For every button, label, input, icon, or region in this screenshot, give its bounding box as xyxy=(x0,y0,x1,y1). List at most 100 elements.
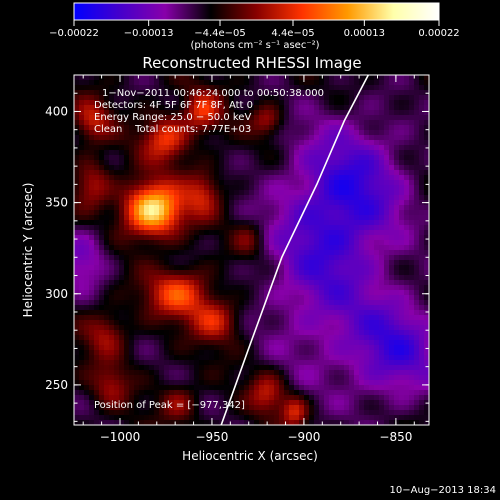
heatmap-cell xyxy=(179,320,185,326)
heatmap-cell xyxy=(139,225,145,231)
heatmap-cell xyxy=(244,90,250,96)
heatmap-cell xyxy=(229,310,235,316)
heatmap-cell xyxy=(74,265,80,271)
heatmap-cell xyxy=(119,280,125,286)
heatmap-cell xyxy=(349,170,355,176)
heatmap-cell xyxy=(389,300,395,306)
heatmap-cell xyxy=(409,255,415,261)
heatmap-cell xyxy=(339,260,345,266)
heatmap-cell xyxy=(159,360,165,366)
heatmap-cell xyxy=(404,250,410,256)
heatmap-cell xyxy=(314,390,320,396)
heatmap-cell xyxy=(284,280,290,286)
heatmap-cell xyxy=(274,195,280,201)
heatmap-cell xyxy=(169,230,175,236)
heatmap-cell xyxy=(374,340,380,346)
heatmap-cell xyxy=(109,260,115,266)
heatmap-cell xyxy=(394,195,400,201)
heatmap-cell xyxy=(149,195,155,201)
heatmap-cell xyxy=(364,340,370,346)
heatmap-cell xyxy=(424,150,429,156)
heatmap-cell xyxy=(239,270,245,276)
heatmap-cell xyxy=(304,325,310,331)
heatmap-cell xyxy=(179,235,185,241)
heatmap-cell xyxy=(394,420,400,425)
heatmap-cell xyxy=(174,375,180,381)
heatmap-cell xyxy=(119,80,125,86)
heatmap-cell xyxy=(249,125,255,131)
heatmap-cell xyxy=(339,305,345,311)
heatmap-cell xyxy=(294,280,300,286)
heatmap-cell xyxy=(214,365,220,371)
heatmap-cell xyxy=(254,340,260,346)
heatmap-cell xyxy=(329,370,335,376)
heatmap-cell xyxy=(174,385,180,391)
heatmap-cell xyxy=(194,95,200,101)
heatmap-cell xyxy=(209,130,215,136)
heatmap-cell xyxy=(344,170,350,176)
heatmap-cell xyxy=(364,325,370,331)
heatmap-cell xyxy=(149,300,155,306)
heatmap-cell xyxy=(94,375,100,381)
heatmap-cell xyxy=(254,225,260,231)
heatmap-cell xyxy=(214,150,220,156)
heatmap-cell xyxy=(199,205,205,211)
heatmap-cell xyxy=(414,330,420,336)
heatmap-cell xyxy=(284,305,290,311)
heatmap-cell xyxy=(344,355,350,361)
heatmap-cell xyxy=(129,405,135,411)
heatmap-cell xyxy=(419,80,425,86)
heatmap-cell xyxy=(314,355,320,361)
heatmap-cell xyxy=(254,270,260,276)
heatmap-cell xyxy=(409,145,415,151)
heatmap-cell xyxy=(114,90,120,96)
heatmap-cell xyxy=(114,260,120,266)
heatmap-cell xyxy=(404,135,410,141)
heatmap-cell xyxy=(359,375,365,381)
heatmap-cell xyxy=(339,185,345,191)
heatmap-cell xyxy=(254,305,260,311)
heatmap-cell xyxy=(334,315,340,321)
heatmap-cell xyxy=(99,315,105,321)
colorbar-tick-label: 0.00013 xyxy=(344,28,385,39)
heatmap-cell xyxy=(279,80,285,86)
heatmap-cell xyxy=(249,290,255,296)
heatmap-cell xyxy=(134,195,140,201)
heatmap-cell xyxy=(389,135,395,141)
heatmap-cell xyxy=(264,230,270,236)
heatmap-cell xyxy=(254,335,260,341)
heatmap-cell xyxy=(209,255,215,261)
heatmap-cell xyxy=(224,235,230,241)
heatmap-cell xyxy=(254,90,260,96)
heatmap-cell xyxy=(284,185,290,191)
heatmap-cell xyxy=(114,165,120,171)
heatmap-cell xyxy=(319,240,325,246)
heatmap-cell xyxy=(244,360,250,366)
heatmap-cell xyxy=(304,335,310,341)
heatmap-cell xyxy=(119,405,125,411)
heatmap-cell xyxy=(294,100,300,106)
heatmap-cell xyxy=(234,405,240,411)
heatmap-cell xyxy=(234,245,240,251)
heatmap-cell xyxy=(74,230,80,236)
heatmap-cell xyxy=(94,410,100,416)
heatmap-cell xyxy=(384,325,390,331)
heatmap-cell xyxy=(419,245,425,251)
heatmap-cell xyxy=(134,130,140,136)
heatmap-cell xyxy=(249,150,255,156)
heatmap-cell xyxy=(339,165,345,171)
colorbar xyxy=(73,2,440,21)
heatmap-cell xyxy=(214,215,220,221)
heatmap-cell xyxy=(269,410,275,416)
heatmap-cell xyxy=(319,95,325,101)
heatmap-cell xyxy=(394,345,400,351)
heatmap-cell xyxy=(274,415,280,421)
heatmap-cell xyxy=(234,330,240,336)
heatmap-cell xyxy=(149,115,155,121)
heatmap-cell xyxy=(229,215,235,221)
heatmap-cell xyxy=(169,355,175,361)
heatmap-cell xyxy=(374,280,380,286)
heatmap-cell xyxy=(104,410,110,416)
heatmap-cell xyxy=(344,335,350,341)
heatmap-cell xyxy=(149,350,155,356)
